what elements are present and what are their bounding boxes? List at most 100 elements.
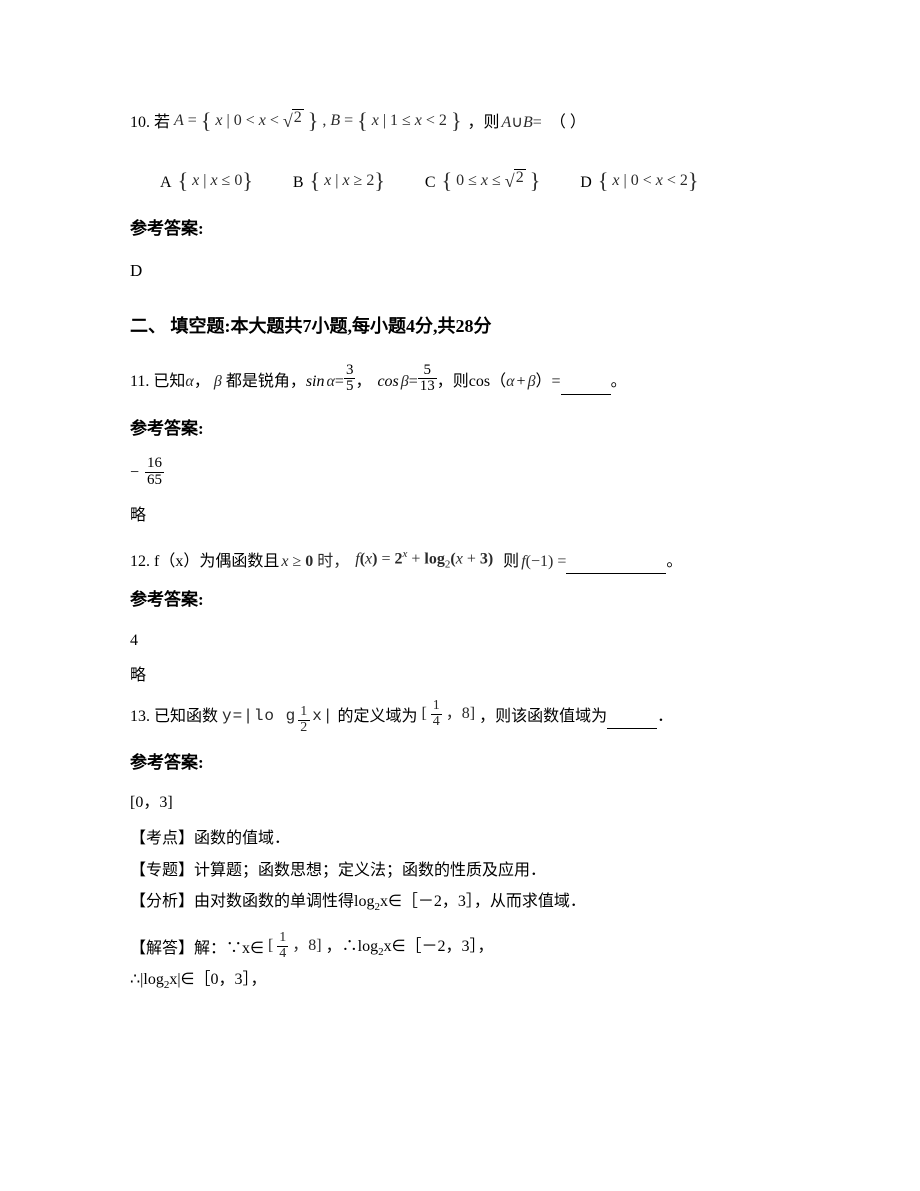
q13-jd-dom-rest: ，8]	[292, 937, 321, 954]
q13-half-num: 1	[300, 705, 308, 720]
q11-ans-num: 16	[147, 456, 162, 472]
q12-text1: f（x）为偶函数且	[154, 549, 279, 575]
q13-dom-num: 1	[433, 699, 440, 714]
q12-ze: 则	[503, 549, 519, 575]
q10-option-d: D { x | 0 < x < 2}	[580, 160, 698, 195]
q11-beta: β	[214, 369, 222, 395]
q11-answer: − 16 65	[130, 456, 800, 489]
q11-eq2: =	[409, 369, 418, 395]
q12-answer-heading: 参考答案:	[130, 586, 800, 613]
q10-optA-text: { x | x ≤ 0}	[178, 160, 253, 195]
q12-func: f(x) = 2x + log2(x + 3)	[355, 546, 493, 574]
q13-answer-heading: 参考答案:	[130, 749, 800, 776]
q10-optD-text: { x | 0 < x < 2}	[598, 160, 699, 195]
q11-frac1: 3 5	[344, 363, 356, 396]
q13-jd-domain: [ 1 4 ，8]	[268, 931, 322, 961]
q11-pre: 已知	[153, 369, 185, 395]
q11-ans-sign: −	[130, 464, 139, 481]
q10-options: A { x | x ≤ 0} B { x | x ≥ 2} C { 0 ≤ x …	[160, 160, 800, 195]
q13-dot: ．	[657, 704, 673, 730]
q12-lue: 略	[130, 663, 800, 689]
q13-jd-dom-frac: 1 4	[277, 931, 288, 961]
q11-comma1: ，	[194, 369, 210, 395]
q10-optC-label: C	[425, 170, 436, 196]
q11-frac2-den: 13	[418, 378, 437, 395]
q10-union: A	[502, 110, 512, 136]
q11-text2: ，则cos（	[437, 369, 506, 395]
q11-frac1-den: 5	[344, 378, 356, 395]
q13-jieda-line2: ∴|log2x|∈［0，3］，	[130, 967, 800, 995]
q10-option-b: B { x | x ≥ 2}	[293, 160, 385, 195]
q13-yfunc-y: y=|lo g	[222, 704, 296, 730]
question-12: 12. f（x）为偶函数且 x ≥ 0 时， f(x) = 2x + log2(…	[130, 546, 800, 574]
q13-text3: ，则该函数值域为	[479, 704, 607, 730]
q13-answer-range: [0，3]	[130, 790, 800, 816]
q11-eq1: =	[335, 369, 344, 395]
q13-kaodian: 【考点】函数的值域．	[130, 826, 800, 852]
q11-ans-den: 65	[145, 472, 164, 489]
q10-optD-label: D	[580, 170, 592, 196]
q11-stem: 11. 已知 α ， β 都是锐角， sin α = 3 5 ， cos β =…	[130, 363, 800, 396]
q11-text3: ）=	[536, 369, 561, 395]
q13-jd-post: ，∴log2x∈［－2，3］，	[326, 934, 494, 962]
q11-sin: sin	[306, 369, 325, 395]
question-13: 13. 已知函数 y=|lo g 1 2 x| 的定义域为 [ 1 4	[130, 699, 800, 729]
q13-zhuanti: 【专题】计算题；函数思想；定义法；函数的性质及应用．	[130, 858, 800, 884]
q13-jd-dom-lb: [	[268, 937, 273, 954]
q12-end: 。	[666, 549, 682, 575]
q11-alpha: α	[185, 369, 193, 395]
q13-kd-label: 【考点】	[130, 830, 194, 847]
q13-fx-text: 由对数函数的单调性得log2x∈［－2，3］，从而求值域．	[194, 893, 586, 910]
q11-answer-heading: 参考答案:	[130, 415, 800, 442]
q10-union-b: B	[523, 110, 533, 136]
q13-dom-frac: 1 4	[431, 699, 442, 729]
q12-number: 12.	[130, 549, 150, 575]
q10-union-op: ∪	[511, 110, 523, 136]
q10-optA-label: A	[160, 170, 172, 196]
q10-option-a: A { x | x ≤ 0}	[160, 160, 253, 195]
q13-fenxi: 【分析】由对数函数的单调性得log2x∈［－2，3］，从而求值域．	[130, 889, 800, 917]
q13-domain: [ 1 4 ，8]	[421, 699, 475, 729]
q12-answer: 4	[130, 628, 800, 654]
q10-optB-label: B	[293, 170, 304, 196]
q13-jd-pre: 解：∵x∈	[194, 936, 264, 962]
q12-cond: x ≥ 0 时，	[281, 549, 349, 575]
question-11: 11. 已知 α ， β 都是锐角， sin α = 3 5 ， cos β =…	[130, 363, 800, 396]
q10-set-def: A = { x | 0 < x < √2 } , B = { x | 1 ≤ x…	[174, 100, 461, 135]
q11-comma2: ，	[355, 369, 371, 395]
q10-ruo: 若	[154, 110, 170, 136]
section-2-heading: 二、 填空题:本大题共7小题,每小题4分,共28分	[130, 312, 800, 341]
q13-text2: 的定义域为	[337, 704, 417, 730]
q10-number: 10.	[130, 110, 150, 136]
q13-jieda-line1: 【解答】 解：∵x∈ [ 1 4 ，8] ，∴log2x∈［－2，3］，	[130, 931, 800, 961]
q13-fx-label: 【分析】	[130, 893, 194, 910]
q11-frac2: 5 13	[418, 363, 437, 396]
q10-answer: D	[130, 257, 800, 284]
q11-alpha3: α	[506, 369, 514, 395]
q13-jd-dom-den: 4	[277, 946, 288, 962]
q11-blank	[561, 378, 611, 395]
q10-answer-heading: 参考答案:	[130, 215, 800, 242]
question-10: 10. 若 A = { x | 0 < x < √2 } , B = { x |…	[130, 100, 800, 195]
q11-frac2-num: 5	[424, 363, 432, 379]
q13-dom-lb: [	[421, 705, 426, 722]
q13-half: 1 2	[298, 705, 310, 735]
q11-beta3: β	[528, 369, 536, 395]
q13-blank	[607, 712, 657, 729]
q13-dom-den: 4	[431, 714, 442, 730]
q11-end: 。	[611, 369, 627, 395]
q11-alpha2: α	[327, 369, 335, 395]
q10-stem: 10. 若 A = { x | 0 < x < √2 } , B = { x |…	[130, 100, 800, 135]
q11-text1: 都是锐角，	[226, 369, 306, 395]
q13-half-den: 2	[298, 720, 310, 736]
q13-zt-label: 【专题】	[130, 862, 194, 879]
q13-zt: 计算题；函数思想；定义法；函数的性质及应用．	[194, 862, 546, 879]
q13-yfunc: y=|lo g 1 2 x|	[222, 699, 333, 729]
q11-ans-frac: 16 65	[145, 456, 164, 489]
q11-beta2: β	[401, 369, 409, 395]
q10-option-c: C { 0 ≤ x ≤ √2 }	[425, 160, 540, 195]
q13-number: 13.	[130, 704, 150, 730]
q13-jd-dom-num: 1	[279, 931, 286, 946]
q10-union-eq: =	[533, 110, 542, 136]
q11-lue: 略	[130, 503, 800, 529]
